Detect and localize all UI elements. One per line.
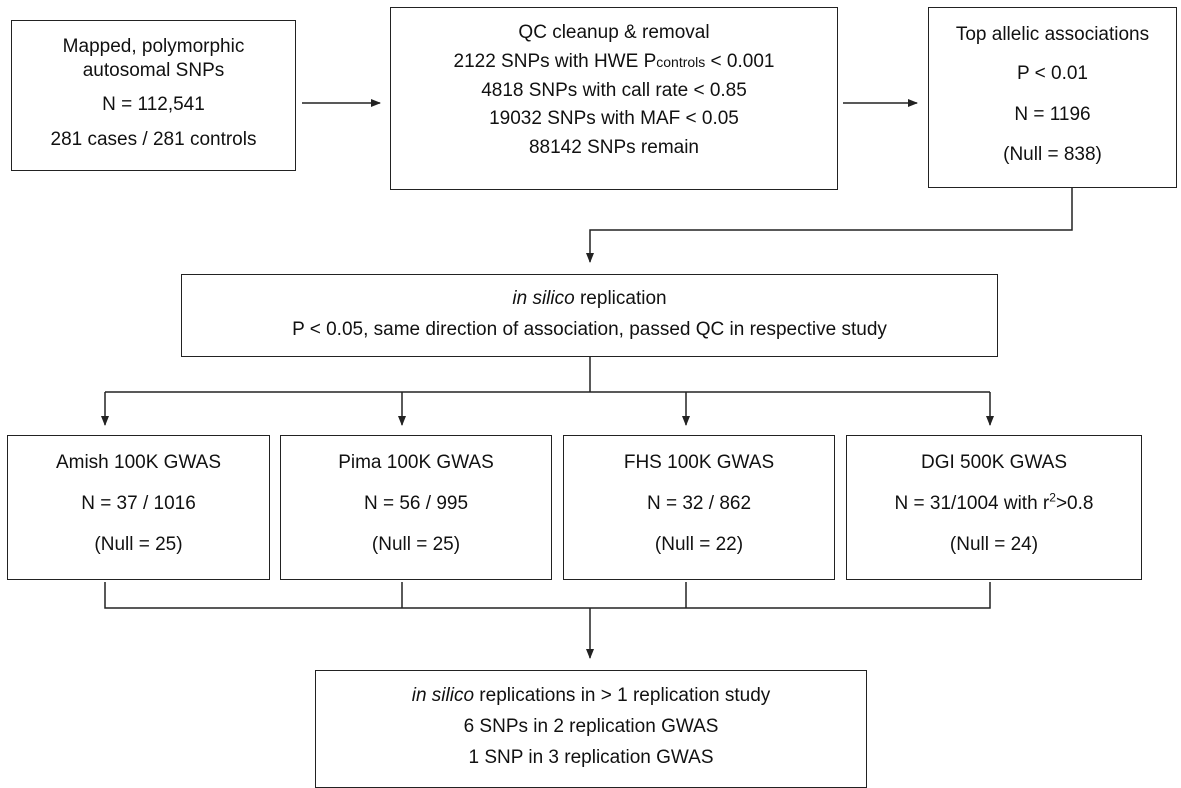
arrow-top-to-insilico [586, 188, 1073, 263]
qc-line-maf: 19032 SNPs with MAF < 0.05 [489, 108, 739, 129]
qc-line-hwe: 2122 SNPs with HWE Pcontrols < 0.001 [453, 51, 775, 72]
input-line-3: N = 112,541 [102, 94, 205, 115]
top-n: N = 1196 [1014, 104, 1091, 125]
final-line-3: 1 SNP in 3 replication GWAS [468, 747, 714, 768]
final-replication-box: in silico replications in > 1 replicatio… [315, 670, 867, 788]
study-title: FHS 100K GWAS [623, 452, 775, 473]
input-line-2: autosomal SNPs [82, 60, 225, 81]
final-line-2: 6 SNPs in 2 replication GWAS [463, 716, 719, 737]
study-box-pima: Pima 100K GWAS N = 56 / 995 (Null = 25) [280, 435, 552, 580]
in-silico-title: in silico replication [512, 288, 667, 309]
study-null: (Null = 22) [654, 534, 744, 555]
study-null: (Null = 24) [949, 534, 1039, 555]
top-null: (Null = 838) [1003, 144, 1102, 165]
qc-box: QC cleanup & removal 2122 SNPs with HWE … [390, 7, 838, 190]
study-title: Amish 100K GWAS [55, 452, 222, 473]
input-line-4: 281 cases / 281 controls [50, 129, 257, 150]
study-n: N = 56 / 995 [363, 493, 469, 514]
input-snps-box: Mapped, polymorphic autosomal SNPs N = 1… [11, 20, 296, 171]
in-silico-replication-box: in silico replication P < 0.05, same dir… [181, 274, 998, 357]
study-box-amish: Amish 100K GWAS N = 37 / 1016 (Null = 25… [7, 435, 270, 580]
study-null: (Null = 25) [94, 534, 183, 555]
connector-merge [104, 582, 991, 609]
study-n: N = 31/1004 with r2>0.8 [894, 490, 1094, 514]
input-line-1: Mapped, polymorphic [62, 36, 245, 57]
study-null: (Null = 25) [371, 534, 461, 555]
study-title: DGI 500K GWAS [920, 452, 1068, 473]
top-p-threshold: P < 0.01 [1017, 63, 1088, 84]
in-silico-criteria: P < 0.05, same direction of association,… [292, 319, 887, 340]
final-title: in silico replications in > 1 replicatio… [411, 685, 771, 706]
study-box-dgi: DGI 500K GWAS N = 31/1004 with r2>0.8 (N… [846, 435, 1142, 580]
study-n: N = 32 / 862 [646, 493, 752, 514]
study-title: Pima 100K GWAS [338, 452, 494, 473]
top-title: Top allelic associations [955, 24, 1150, 45]
study-box-fhs: FHS 100K GWAS N = 32 / 862 (Null = 22) [563, 435, 835, 580]
qc-line-remain: 88142 SNPs remain [528, 137, 700, 158]
qc-title: QC cleanup & removal [518, 22, 710, 43]
top-associations-box: Top allelic associations P < 0.01 N = 11… [928, 7, 1177, 188]
qc-line-callrate: 4818 SNPs with call rate < 0.85 [481, 80, 747, 101]
study-n: N = 37 / 1016 [81, 493, 196, 514]
